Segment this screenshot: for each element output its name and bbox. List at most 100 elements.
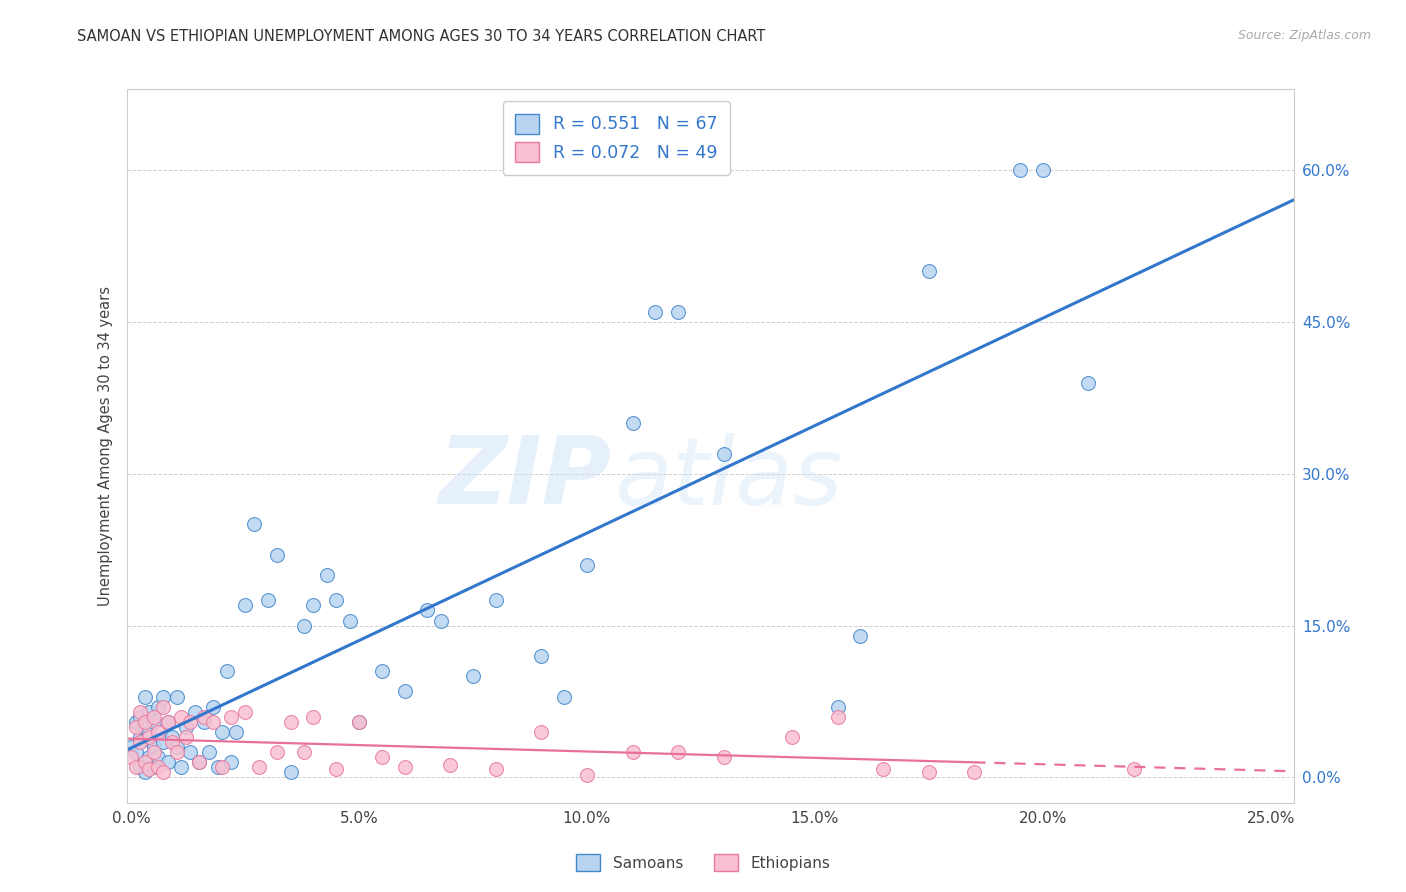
Y-axis label: Unemployment Among Ages 30 to 34 years: Unemployment Among Ages 30 to 34 years bbox=[97, 286, 112, 606]
Point bbox=[129, 735, 152, 749]
Point bbox=[280, 765, 302, 780]
Point bbox=[170, 710, 193, 724]
Point bbox=[179, 714, 201, 729]
Point bbox=[124, 720, 146, 734]
Point bbox=[461, 669, 484, 683]
Point bbox=[129, 730, 152, 744]
Point bbox=[129, 710, 152, 724]
Point bbox=[148, 750, 170, 764]
Point bbox=[1008, 163, 1031, 178]
Point bbox=[211, 725, 233, 739]
Point bbox=[394, 760, 416, 774]
Point bbox=[138, 725, 160, 739]
Point bbox=[148, 699, 170, 714]
Point bbox=[371, 664, 394, 678]
Point bbox=[666, 745, 689, 759]
Point bbox=[257, 593, 280, 607]
Point bbox=[325, 763, 347, 777]
Point bbox=[134, 714, 156, 729]
Point bbox=[152, 690, 174, 704]
Point bbox=[485, 593, 508, 607]
Text: SAMOAN VS ETHIOPIAN UNEMPLOYMENT AMONG AGES 30 TO 34 YEARS CORRELATION CHART: SAMOAN VS ETHIOPIAN UNEMPLOYMENT AMONG A… bbox=[77, 29, 766, 44]
Point bbox=[918, 765, 941, 780]
Point bbox=[160, 730, 183, 744]
Point bbox=[394, 684, 416, 698]
Text: Source: ZipAtlas.com: Source: ZipAtlas.com bbox=[1237, 29, 1371, 42]
Point bbox=[142, 740, 165, 755]
Point bbox=[963, 765, 986, 780]
Point bbox=[152, 699, 174, 714]
Point bbox=[575, 558, 598, 572]
Point bbox=[124, 745, 146, 759]
Point bbox=[174, 720, 197, 734]
Point bbox=[138, 730, 160, 744]
Point bbox=[918, 264, 941, 278]
Point bbox=[827, 699, 849, 714]
Point bbox=[233, 599, 256, 613]
Point bbox=[138, 750, 160, 764]
Point bbox=[439, 758, 461, 772]
Point bbox=[142, 714, 165, 729]
Point bbox=[156, 714, 179, 729]
Point bbox=[138, 763, 160, 777]
Point bbox=[129, 705, 152, 719]
Point bbox=[221, 756, 243, 770]
Point bbox=[1077, 376, 1099, 390]
Point bbox=[292, 745, 315, 759]
Point bbox=[316, 568, 339, 582]
Point bbox=[207, 760, 229, 774]
Point bbox=[713, 750, 735, 764]
Point bbox=[156, 756, 179, 770]
Point bbox=[129, 760, 152, 774]
Point bbox=[202, 699, 225, 714]
Point bbox=[325, 593, 347, 607]
Point bbox=[142, 745, 165, 759]
Point bbox=[553, 690, 575, 704]
Point bbox=[530, 725, 553, 739]
Point bbox=[339, 614, 361, 628]
Point bbox=[134, 756, 156, 770]
Point bbox=[211, 760, 233, 774]
Point bbox=[1032, 163, 1054, 178]
Point bbox=[221, 710, 243, 724]
Point bbox=[134, 690, 156, 704]
Legend: R = 0.551   N = 67, R = 0.072   N = 49: R = 0.551 N = 67, R = 0.072 N = 49 bbox=[503, 102, 730, 175]
Point bbox=[148, 760, 170, 774]
Point bbox=[188, 756, 211, 770]
Point bbox=[160, 735, 183, 749]
Point bbox=[124, 760, 146, 774]
Point bbox=[621, 745, 644, 759]
Point bbox=[142, 710, 165, 724]
Point bbox=[347, 714, 370, 729]
Point bbox=[174, 730, 197, 744]
Point bbox=[138, 705, 160, 719]
Point bbox=[247, 760, 270, 774]
Point bbox=[124, 714, 146, 729]
Point bbox=[225, 725, 247, 739]
Point bbox=[371, 750, 394, 764]
Point bbox=[148, 725, 170, 739]
Point bbox=[166, 740, 188, 755]
Point bbox=[170, 760, 193, 774]
Point bbox=[849, 629, 872, 643]
Point bbox=[120, 740, 142, 755]
Point bbox=[120, 750, 142, 764]
Point bbox=[193, 710, 215, 724]
Point bbox=[215, 664, 238, 678]
Point bbox=[621, 416, 644, 430]
Point bbox=[134, 732, 156, 747]
Point bbox=[827, 710, 849, 724]
Point bbox=[193, 714, 215, 729]
Point bbox=[188, 756, 211, 770]
Point bbox=[575, 768, 598, 782]
Point bbox=[430, 614, 453, 628]
Point bbox=[780, 730, 803, 744]
Point bbox=[184, 705, 207, 719]
Text: ZIP: ZIP bbox=[437, 432, 610, 524]
Point bbox=[156, 714, 179, 729]
Point bbox=[280, 714, 302, 729]
Point bbox=[202, 714, 225, 729]
Point bbox=[266, 548, 288, 562]
Point bbox=[292, 618, 315, 632]
Point bbox=[243, 517, 266, 532]
